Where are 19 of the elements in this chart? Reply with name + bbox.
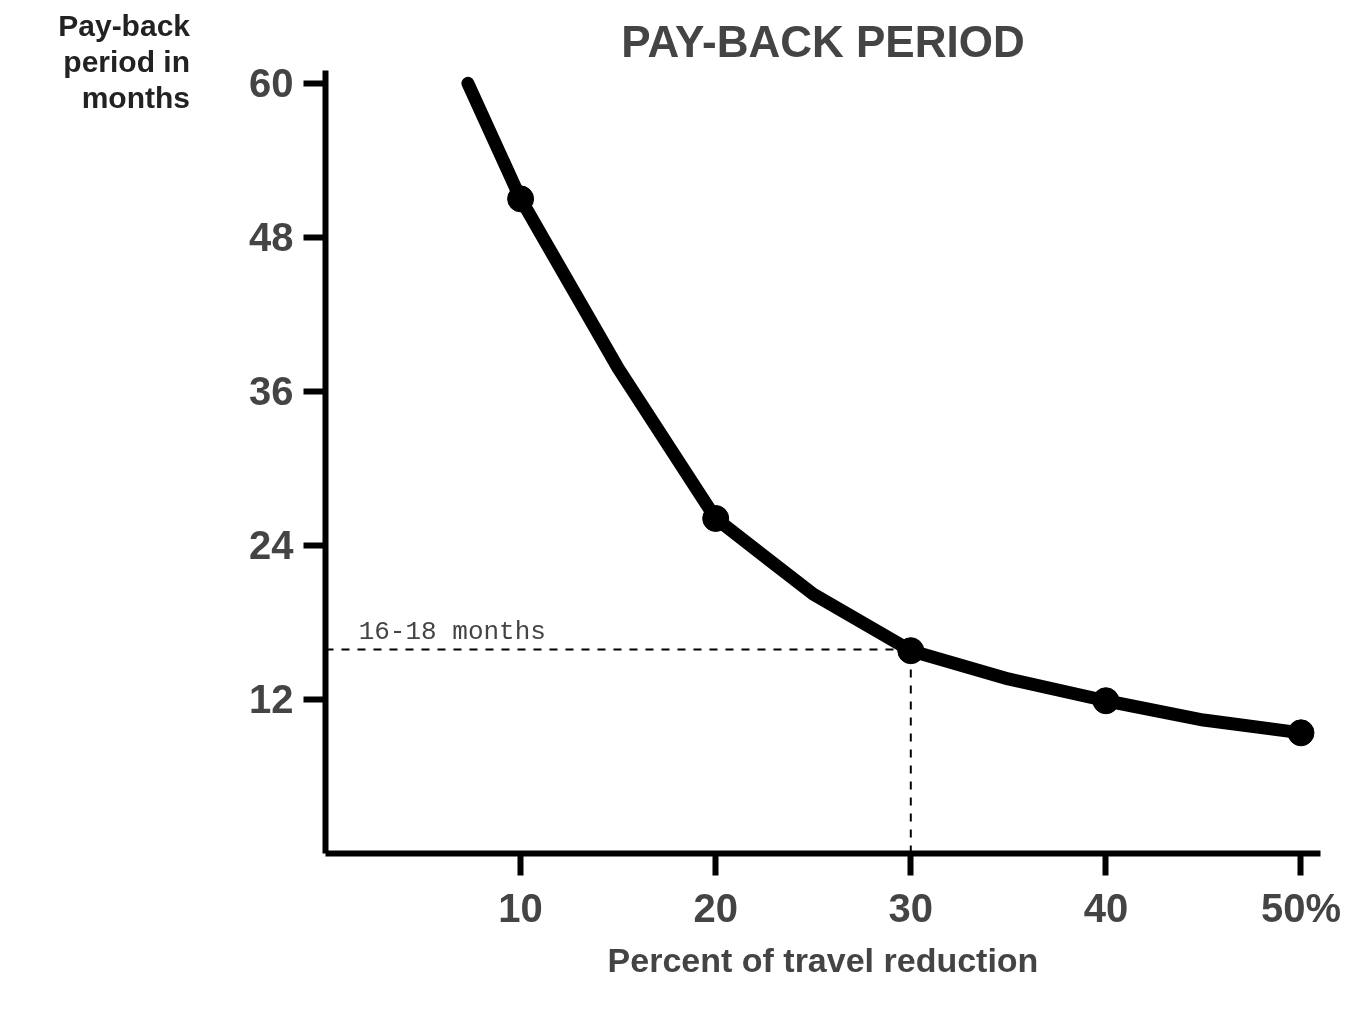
x-axis-title: Percent of travel reduction <box>607 940 1039 979</box>
y-tick-label: 60 <box>249 61 294 106</box>
x-tick-label: 10 <box>498 885 543 930</box>
point <box>507 185 535 213</box>
x-tick-label: 50% <box>1260 885 1342 930</box>
point <box>897 637 925 665</box>
chart-title: PAY-BACK PERIOD <box>621 16 1025 66</box>
x-tick-label: 20 <box>693 885 738 930</box>
x-tick-label: 30 <box>888 885 934 930</box>
annotation: 16-18 months <box>358 617 546 648</box>
point <box>702 505 730 532</box>
y-tick-label: 12 <box>249 677 294 722</box>
y-axis-title: Pay-back period in months <box>58 8 190 116</box>
y-tick-label: 48 <box>249 215 294 260</box>
point <box>1287 719 1315 747</box>
y-tick-label: 36 <box>249 369 294 414</box>
point <box>1092 687 1120 715</box>
y-tick-label: 24 <box>249 523 295 568</box>
x-tick-label: 40 <box>1083 885 1129 930</box>
